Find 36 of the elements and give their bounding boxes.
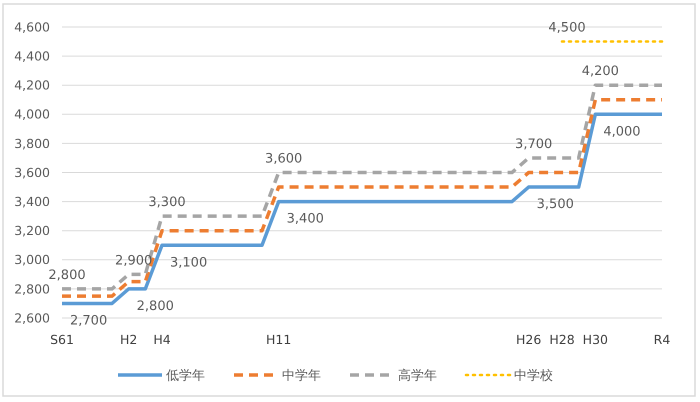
y-tick-label: 4,400 [14, 48, 50, 64]
data-label: 2,800 [136, 298, 174, 314]
data-label: 2,800 [48, 268, 86, 283]
y-tick-label: 3,200 [14, 223, 50, 238]
y-tick-label: 3,600 [14, 164, 50, 180]
x-tick-label: H26 [516, 332, 542, 347]
x-tick-label: H30 [582, 332, 608, 347]
data-label: 3,100 [170, 255, 208, 270]
legend-label: 中学校 [514, 368, 553, 384]
x-tick-label: R4 [654, 332, 670, 347]
data-label: 3,400 [286, 212, 324, 227]
data-label: 3,700 [515, 136, 552, 152]
data-label: 3,600 [265, 152, 302, 166]
y-tick-label: 2,800 [14, 281, 50, 296]
data-label: 4,500 [548, 20, 586, 36]
data-label: 2,900 [115, 253, 152, 268]
x-tick-label: H28 [549, 332, 575, 347]
legend-label: 低学年 [166, 368, 205, 384]
data-label: 4,000 [603, 124, 641, 140]
data-label: 4,200 [582, 64, 619, 80]
y-tick-label: 4,600 [14, 19, 50, 34]
x-tick-label: H11 [266, 332, 292, 347]
y-tick-label: 3,000 [14, 252, 50, 268]
y-tick-label: 3,800 [14, 136, 50, 151]
x-tick-label: H2 [120, 332, 138, 347]
data-label: 3,300 [148, 195, 186, 210]
x-tick-label: S61 [50, 332, 74, 347]
y-tick-label: 3,400 [14, 194, 50, 209]
legend-label: 高学年 [398, 368, 437, 384]
x-tick-label: H4 [153, 332, 171, 347]
legend-label: 中学年 [282, 368, 321, 384]
y-tick-label: 4,200 [14, 78, 50, 93]
data-label: 3,500 [536, 197, 574, 212]
data-label: 2,700 [70, 313, 108, 328]
y-tick-label: 2,600 [14, 310, 50, 326]
y-tick-label: 4,000 [14, 106, 50, 122]
